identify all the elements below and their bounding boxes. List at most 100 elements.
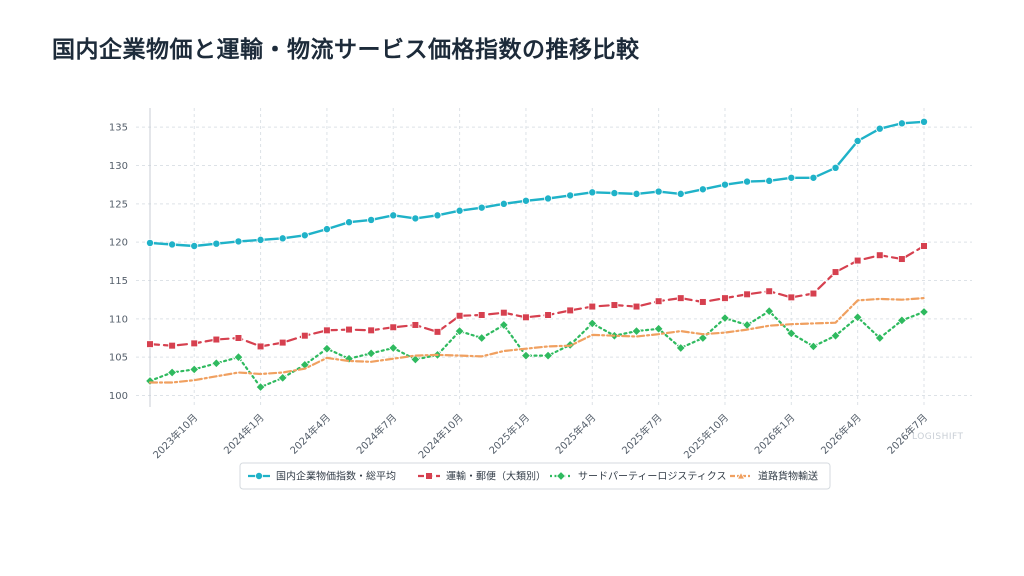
data-point: [544, 194, 553, 203]
data-point: [433, 328, 442, 336]
data-point: [697, 333, 708, 343]
data-point: [919, 306, 929, 317]
data-point: [234, 334, 243, 342]
series-line: [148, 297, 926, 384]
y-tick-label: 120: [109, 238, 128, 249]
data-point: [809, 289, 818, 298]
data-point: [676, 189, 685, 198]
data-point: [588, 302, 597, 311]
data-point: [721, 294, 729, 302]
x-tick-label: 2025年4月: [553, 411, 599, 457]
data-point: [896, 315, 907, 326]
data-point: [875, 251, 884, 260]
data-point: [389, 211, 398, 220]
x-tick-label: 2023年10月: [150, 411, 200, 461]
data-point: [410, 354, 421, 365]
data-point: [831, 268, 840, 276]
data-point: [632, 302, 641, 311]
data-point: [146, 340, 154, 348]
data-point: [321, 343, 332, 354]
data-point: [898, 255, 906, 263]
x-tick-label: 2024年10月: [415, 411, 465, 461]
series-3: [148, 297, 926, 384]
data-point: [167, 367, 178, 378]
data-point: [367, 326, 375, 335]
data-point: [809, 173, 818, 182]
data-point: [566, 306, 574, 315]
data-point: [853, 256, 862, 265]
data-point: [323, 326, 331, 335]
data-point: [145, 375, 155, 386]
data-point: [278, 234, 287, 243]
data-point: [698, 185, 707, 194]
data-point: [543, 350, 554, 361]
data-point: [853, 136, 862, 145]
data-point: [743, 177, 752, 186]
series-lines: [145, 117, 929, 393]
data-point: [189, 364, 200, 375]
data-point: [190, 241, 199, 250]
data-point: [765, 287, 773, 296]
legend-box: [239, 462, 831, 490]
y-axis-ticks: 100 105 110 115 120 125 130 135: [109, 123, 128, 402]
data-point: [588, 188, 597, 197]
legend-label: サードパーティーロジスティクス: [578, 471, 727, 483]
data-point: [388, 343, 399, 353]
x-axis-ticks: 2023年10月 2024年1月 2024年4月 2024年7月 2024年10月 202…: [150, 411, 930, 461]
grid: [136, 108, 972, 407]
y-tick-label: 110: [109, 314, 128, 325]
data-point: [522, 313, 530, 322]
legend-marker: [425, 472, 433, 480]
data-point: [897, 119, 906, 128]
data-point: [255, 382, 266, 393]
series-line: [148, 310, 926, 389]
y-tick-label: 105: [109, 353, 128, 364]
data-point: [499, 199, 508, 208]
data-point: [411, 321, 420, 329]
data-point: [366, 348, 377, 359]
data-point: [234, 237, 243, 246]
data-point: [831, 163, 840, 172]
legend-item: 運輸・郵便（大類別）: [418, 470, 546, 483]
data-point: [498, 320, 509, 330]
y-tick-label: 135: [109, 123, 128, 134]
data-point: [411, 214, 420, 223]
data-point: [743, 290, 751, 299]
data-point: [631, 326, 642, 337]
series-line: [148, 244, 926, 348]
data-point: [808, 341, 819, 352]
data-point: [676, 294, 685, 302]
data-point: [300, 231, 309, 240]
legend-label: 道路貨物輸送: [758, 470, 818, 483]
legend-marker: [254, 471, 263, 480]
data-point: [787, 293, 796, 302]
data-point: [477, 203, 486, 212]
data-point: [455, 311, 464, 320]
data-point: [476, 333, 487, 343]
data-point: [654, 187, 663, 196]
data-point: [610, 301, 619, 309]
data-point: [145, 238, 154, 247]
data-point: [920, 117, 929, 126]
data-point: [168, 341, 176, 350]
legend-marker: [736, 471, 746, 480]
series-line: [148, 120, 926, 248]
data-point: [874, 333, 885, 343]
watermark-text: LOGISHIFT: [912, 432, 964, 442]
x-tick-label: 2026年1月: [752, 411, 798, 457]
data-point: [168, 240, 177, 249]
data-point: [675, 343, 686, 353]
data-point: [277, 372, 288, 383]
legend-marker: [556, 471, 566, 481]
data-point: [544, 311, 552, 319]
data-point: [233, 352, 244, 363]
data-point: [787, 173, 796, 182]
data-point: [367, 215, 376, 224]
data-point: [256, 235, 265, 244]
legend-item: 道路貨物輸送: [730, 470, 818, 483]
data-point: [699, 298, 707, 306]
data-point: [477, 311, 486, 319]
data-point: [830, 330, 841, 341]
legend: 国内企業物価指数・総平均 運輸・郵便（大類別） サードパーティーロジスティクス 道路貨…: [239, 462, 831, 490]
